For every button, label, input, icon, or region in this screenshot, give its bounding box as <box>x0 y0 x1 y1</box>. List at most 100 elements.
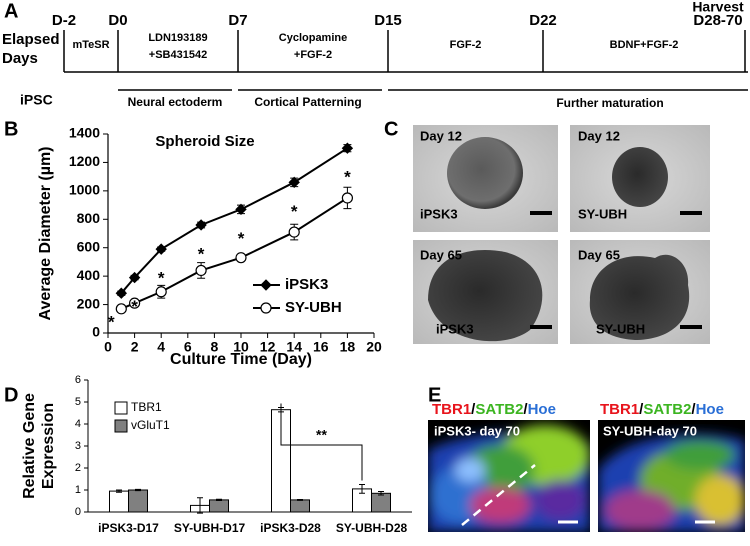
treatment: Cyclopamine <box>279 32 347 44</box>
y-tick-label: 400 <box>77 267 101 283</box>
significance-bracket <box>280 403 363 481</box>
y-axis-label: Expression <box>40 403 57 489</box>
x-axis-label: Culture Time (Day) <box>170 351 312 368</box>
marker <box>288 226 300 238</box>
image-label: SY-UBH-day 70 <box>603 423 697 438</box>
marker <box>128 271 141 284</box>
stain: / <box>523 401 528 418</box>
x-tick-label: SY-UBH-D28 <box>336 521 408 535</box>
marker <box>155 286 167 298</box>
bar <box>290 499 310 513</box>
harvest-label: Harvest <box>692 0 744 15</box>
image-day: Day 65 <box>420 247 462 262</box>
image-line: SY-UBH <box>578 206 627 221</box>
image-line: iPSK3 <box>420 206 458 221</box>
marker <box>288 176 300 189</box>
error-bar <box>378 491 384 496</box>
y-tick-label: 3 <box>75 440 81 452</box>
panel-label: C <box>384 118 398 140</box>
bar <box>371 492 391 513</box>
significance: * <box>198 244 205 263</box>
significance: * <box>131 297 138 316</box>
legend-swatch <box>114 401 128 415</box>
treatment: LDN193189 <box>148 32 207 44</box>
x-tick-label: 2 <box>131 339 139 355</box>
image-line: SY-UBH <box>596 321 645 336</box>
y-axis-label: Relative Gene <box>21 393 38 499</box>
x-tick-label: iPSK3-D17 <box>98 521 159 535</box>
stain: Hoe <box>696 401 724 418</box>
x-tick-label: iPSK3-D28 <box>260 521 321 535</box>
stage-label: Further maturation <box>556 96 663 110</box>
stain: / <box>691 401 696 418</box>
panel-label: A <box>4 0 18 22</box>
error-bar <box>135 488 141 492</box>
marker <box>235 203 247 216</box>
y-tick-label: 200 <box>77 295 101 311</box>
marker <box>235 252 247 264</box>
marker <box>195 219 207 231</box>
significance: * <box>238 229 245 248</box>
y-tick-label: 1400 <box>69 125 100 141</box>
marker <box>341 192 353 204</box>
day-label: D7 <box>228 12 247 29</box>
y-tick-label: 0 <box>92 324 100 340</box>
x-tick-label: 0 <box>104 339 112 355</box>
error-bar <box>197 497 203 514</box>
stain: TBR1 <box>432 401 471 418</box>
stain: SATB2 <box>475 401 523 418</box>
day-label: D15 <box>374 12 402 29</box>
x-tick-label: 4 <box>157 339 165 355</box>
marker <box>115 303 127 315</box>
marker <box>129 297 141 309</box>
y-tick-label: 800 <box>77 210 101 226</box>
row-label: Elapsed <box>2 31 60 48</box>
treatment: FGF-2 <box>450 39 482 51</box>
legend-marker <box>260 279 272 291</box>
treatment: BDNF+FGF-2 <box>610 39 679 51</box>
x-tick-label: 14 <box>286 339 302 355</box>
y-tick-label: 1 <box>75 484 81 496</box>
timeline-ticks <box>63 30 746 72</box>
stain: TBR1 <box>600 401 639 418</box>
x-tick-label: 16 <box>313 339 329 355</box>
legend-label: iPSK3 <box>285 276 328 293</box>
image-day: Day 65 <box>578 247 620 262</box>
legend-label: SY-UBH <box>285 299 342 316</box>
y-tick-label: 600 <box>77 238 101 254</box>
x-tick-label: 18 <box>340 339 356 355</box>
x-tick-label: 10 <box>233 339 249 355</box>
y-tick-label: 2 <box>75 462 81 474</box>
bar <box>209 499 229 513</box>
significance: * <box>158 269 165 288</box>
marker <box>341 142 354 154</box>
image-day: Day 12 <box>420 128 462 143</box>
y-axis-label: Average Diameter (µm) <box>37 146 54 320</box>
stain: / <box>639 401 644 418</box>
marker <box>195 264 207 277</box>
row-label: Days <box>2 50 38 67</box>
error-bar <box>216 498 222 502</box>
image-label: iPSK3- day 70 <box>434 423 520 438</box>
y-tick-label: 6 <box>75 374 81 386</box>
stain: SATB2 <box>643 401 691 418</box>
y-tick-label: 0 <box>75 506 81 518</box>
significance: * <box>291 202 298 221</box>
x-tick-label: 8 <box>211 339 219 355</box>
y-tick-label: 1200 <box>69 153 100 169</box>
treatment: +FGF-2 <box>294 49 332 61</box>
image-day: Day 12 <box>578 128 620 143</box>
error-bar <box>297 498 303 501</box>
stain-legend: TBR1/SATB2/Hoe <box>600 401 724 418</box>
marker <box>155 243 167 255</box>
stain-legend: TBR1/SATB2/Hoe <box>432 401 556 418</box>
significance: ** <box>316 427 327 443</box>
error-bar <box>359 484 365 494</box>
y-tick-label: 4 <box>75 418 81 430</box>
panel-label: B <box>4 118 18 140</box>
treatment: +SB431542 <box>149 49 207 61</box>
day-label: D-2 <box>52 12 76 29</box>
chart-title: Spheroid Size <box>155 133 254 150</box>
image-line: iPSK3 <box>436 321 474 336</box>
